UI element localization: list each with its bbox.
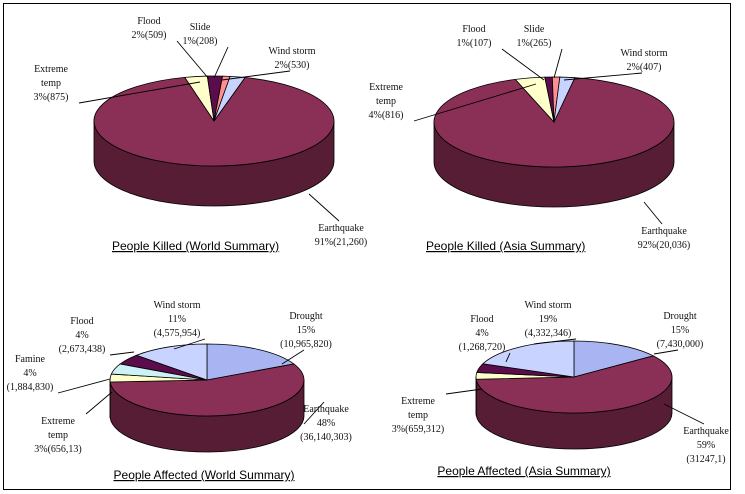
data-label-earthquake-label: Earthquake [303, 404, 349, 415]
data-label-wind-storm-value-text: 2%(407) [627, 62, 662, 73]
data-label-famine-value-text: 4% [23, 368, 36, 379]
data-label-extreme-temp-label: Extreme [401, 396, 435, 407]
data-label-drought-label: Drought [663, 311, 697, 322]
data-label-slide-value-text: 1%(265) [517, 38, 552, 49]
data-label-extreme-temp-value-text: 3%(659,312) [392, 424, 445, 435]
pie-chart-people-affected-world-summary: Drought 15% (10,965,820) Earthquake 48% (36,1… [7, 300, 352, 482]
data-label-flood-value-text: 4% [475, 328, 488, 339]
data-label-wind-storm-sub-text: (4,575,954) [154, 328, 201, 339]
data-label-famine-label: Famine [15, 354, 46, 365]
data-label-extreme-temp-value-text: 3%(875) [34, 92, 69, 103]
data-label-slide-value-text: 1%(208) [183, 36, 218, 47]
data-label-earthquake-value-text: 59% [697, 440, 715, 451]
data-label-wind-storm-value-text: 2%(530) [275, 60, 310, 71]
data-label-extreme-temp-label2: temp [48, 430, 68, 441]
data-label-extreme-temp-label2: temp [408, 410, 428, 421]
data-label-drought-value-text: 15% [671, 325, 689, 336]
data-label-flood-label: Flood [137, 16, 160, 27]
pie-chart-people-killed-asia-summary: Earthquake 92%(20,036) Extreme temp 4%(816) F… [369, 24, 691, 253]
leader-line-slide [554, 49, 562, 78]
data-label-earthquake-value-text: 48% [317, 418, 335, 429]
data-label-extreme-temp-label2: temp [376, 96, 396, 107]
pie-chart-people-affected-asia-summary: Drought 15% (7,430,000) Earthquake 59% (31247… [392, 300, 730, 478]
data-label-wind-storm-label: Wind storm [153, 300, 200, 311]
data-label-wind-storm-sub-text: (4,332,346) [525, 328, 572, 339]
pie-charts-figure: Earthquake 91%(21,260) Extreme temp 3%(875) F… [4, 4, 730, 489]
data-label-flood-label: Flood [70, 316, 93, 327]
leader-line-drought [654, 350, 678, 354]
data-label-slide-label: Slide [190, 22, 211, 33]
data-label-wind-storm-label: Wind storm [524, 300, 571, 311]
data-label-drought-label: Drought [289, 311, 323, 322]
leader-line-extreme-temp [86, 392, 112, 414]
pie-chart-people-killed-world-summary: Earthquake 91%(21,260) Extreme temp 3%(875) F… [34, 16, 368, 253]
data-label-flood-value-text: 1%(107) [457, 38, 492, 49]
data-label-famine-sub-text: (1,884,830) [7, 382, 54, 393]
data-label-earthquake-label: Earthquake [683, 426, 729, 437]
data-label-earthquake-sub-text: (31247,1) [686, 454, 725, 465]
leader-line-wind-storm [564, 73, 642, 80]
data-label-flood-sub-text: (1,268,720) [459, 342, 506, 353]
leader-line-earthquake [644, 202, 662, 224]
data-label-earthquake-label: Earthquake [318, 223, 364, 234]
data-label-earthquake-value-text: 91%(21,260) [315, 237, 368, 248]
chart-title: People Affected (World Summary) [114, 468, 295, 482]
data-label-extreme-temp-label: Extreme [41, 416, 75, 427]
leader-line-flood [110, 352, 134, 355]
data-label-earthquake-label: Earthquake [641, 226, 687, 237]
leader-line-flood [502, 49, 544, 80]
chart-title: People Killed (World Summary) [112, 239, 279, 253]
data-label-earthquake-value-text: 92%(20,036) [638, 240, 691, 251]
data-label-extreme-temp-label2: temp [41, 78, 61, 89]
data-label-wind-storm-value-text: 19% [539, 314, 557, 325]
data-label-flood-value-text: 4% [75, 330, 88, 341]
data-label-earthquake-sub-text: (36,140,303) [300, 432, 352, 443]
leader-line-drought [282, 350, 304, 364]
data-label-flood-label: Flood [470, 314, 493, 325]
figure-frame: Earthquake 91%(21,260) Extreme temp 3%(875) F… [3, 3, 731, 490]
data-label-wind-storm-label: Wind storm [268, 46, 315, 57]
leader-line-earthquake [309, 194, 339, 221]
data-label-flood-label: Flood [462, 24, 485, 35]
chart-title: People Killed (Asia Summary) [426, 239, 585, 253]
chart-title: People Affected (Asia Summary) [437, 464, 610, 478]
data-label-drought-value-text: 15% [297, 325, 315, 336]
data-label-slide-label: Slide [524, 24, 545, 35]
data-label-flood-value-text: 2%(509) [132, 30, 167, 41]
data-label-extreme-temp-value-text: 3%(656,13) [34, 444, 82, 455]
data-label-extreme-temp-label: Extreme [369, 82, 403, 93]
data-label-drought-sub-text: (7,430,000) [657, 339, 704, 350]
data-label-wind-storm-value-text: 11% [168, 314, 186, 325]
leader-line-famine [58, 379, 110, 393]
data-label-flood-sub-text: (2,673,438) [59, 344, 106, 355]
data-label-extreme-temp-value-text: 4%(816) [369, 110, 404, 121]
data-label-drought-sub-text: (10,965,820) [280, 339, 332, 350]
data-label-wind-storm-label: Wind storm [620, 48, 667, 59]
leader-line-slide [214, 47, 228, 78]
data-label-extreme-temp-label: Extreme [34, 64, 68, 75]
